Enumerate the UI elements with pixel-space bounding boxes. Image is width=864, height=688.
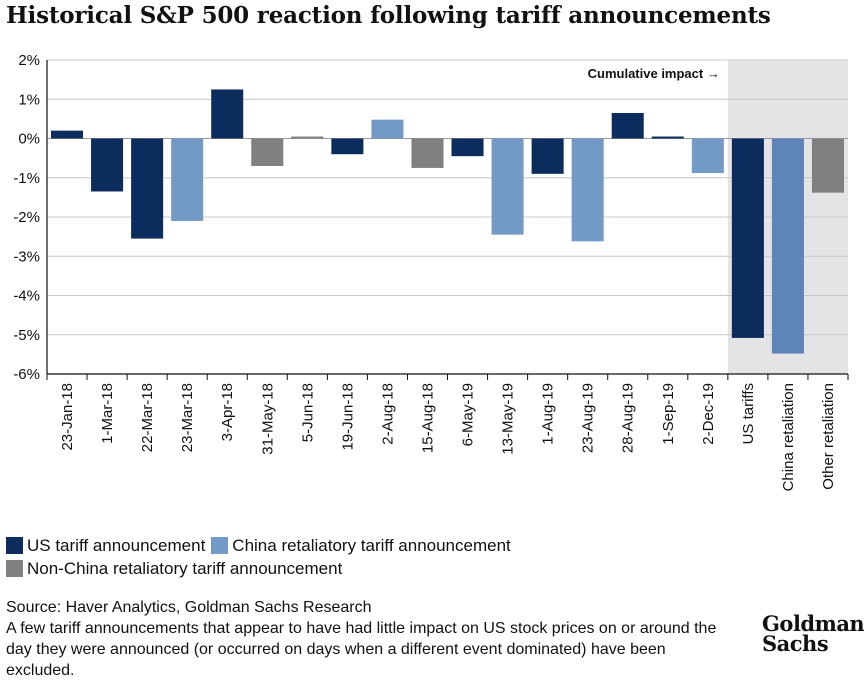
x-tick-label: 23-Aug-19: [580, 383, 597, 453]
bar-1-sep-19: [651, 136, 684, 139]
footnote-text: A few tariff announcements that appear t…: [6, 620, 717, 679]
x-tick-label: 23-Mar-18: [179, 383, 196, 452]
x-tick-label: 1-Sep-19: [660, 383, 677, 445]
y-tick-label: -4%: [13, 288, 40, 305]
legend-label-china: China retaliatory tariff announcement: [232, 536, 511, 555]
y-tick-label: 1%: [18, 91, 40, 108]
bar-china-retaliation: [771, 138, 804, 354]
x-tick-label: 6-May-19: [460, 383, 477, 446]
bar-28-aug-19: [611, 112, 644, 139]
x-tick-label: 2-Dec-19: [700, 383, 717, 445]
y-tick-label: -6%: [13, 366, 40, 383]
bar-3-apr-18: [211, 89, 244, 139]
y-tick-label: -3%: [13, 248, 40, 265]
chart-title: Historical S&P 500 reaction following ta…: [6, 2, 771, 29]
legend-label-us: US tariff announcement: [27, 536, 206, 555]
bar-23-jan-18: [51, 130, 84, 139]
legend-swatch-us: [6, 537, 23, 554]
x-tick-label: US tariffs: [740, 383, 757, 444]
y-tick-label: -1%: [13, 170, 40, 187]
x-tick-label: 28-Aug-19: [620, 383, 637, 453]
legend-row-1: US tariff announcement China retaliatory…: [6, 534, 517, 557]
x-tick-label: 31-May-18: [259, 383, 276, 455]
axis-layer: [46, 60, 849, 380]
logo-line-1: Goldman: [762, 611, 864, 636]
x-tick-label: 23-Jan-18: [59, 383, 76, 451]
bar-layer: [51, 89, 844, 354]
goldman-sachs-logo: Goldman Sachs: [762, 611, 864, 656]
legend-row-2: Non-China retaliatory tariff announcemen…: [6, 557, 517, 580]
bar-6-may-19: [451, 138, 484, 157]
legend-swatch-other: [6, 560, 23, 577]
legend-item-china: China retaliatory tariff announcement: [211, 534, 511, 557]
source-text: Source: Haver Analytics, Goldman Sachs R…: [6, 599, 372, 616]
x-tick-label: 3-Apr-18: [219, 383, 236, 441]
x-tick-label: China retaliation: [780, 383, 797, 491]
x-tick-label: Other retaliation: [820, 383, 837, 490]
bar-us-tariffs: [731, 138, 764, 338]
bar-1-mar-18: [91, 138, 124, 192]
x-tick-label: 1-Mar-18: [99, 383, 116, 444]
legend-item-us: US tariff announcement: [6, 534, 205, 557]
bar-15-aug-18: [411, 138, 444, 168]
x-tick-label: 1-Aug-19: [540, 383, 557, 445]
y-tick-label: -5%: [13, 327, 40, 344]
bar-2-dec-19: [691, 138, 724, 174]
bar-5-jun-18: [291, 136, 324, 139]
bar-23-mar-18: [171, 138, 204, 221]
y-tick-label: -2%: [13, 209, 40, 226]
y-tick-label: 2%: [18, 52, 40, 69]
legend-swatch-china: [211, 537, 229, 554]
label-layer: 2% 1% 0% -1% -2% -3% -4% -5% -6% 23-Jan-18 1-Mar-1…: [13, 52, 837, 491]
legend: US tariff announcement China retaliatory…: [6, 534, 517, 580]
legend-item-other: Non-China retaliatory tariff announcemen…: [6, 557, 342, 580]
bar-31-may-18: [251, 138, 284, 166]
bar-other-retaliation: [811, 138, 844, 193]
cumulative-impact-annotation: Cumulative impact →: [588, 66, 720, 81]
x-tick-label: 19-Jun-18: [339, 383, 356, 451]
bar-13-may-19: [491, 138, 524, 235]
x-tick-label: 22-Mar-18: [139, 383, 156, 452]
y-tick-label: 0%: [18, 131, 40, 148]
logo-line-2: Sachs: [762, 631, 829, 656]
x-tick-label: 2-Aug-18: [379, 383, 396, 445]
legend-label-other: Non-China retaliatory tariff announcemen…: [27, 559, 343, 578]
bar-1-aug-19: [531, 138, 564, 174]
bar-2-aug-18: [371, 119, 404, 139]
bar-chart: 2% 1% 0% -1% -2% -3% -4% -5% -6% 23-Jan-18 1-Mar-1…: [13, 52, 849, 491]
x-tick-label: 15-Aug-18: [419, 383, 436, 453]
footer: Source: Haver Analytics, Goldman Sachs R…: [6, 597, 726, 681]
bar-22-mar-18: [131, 138, 164, 239]
bar-23-aug-19: [571, 138, 604, 242]
x-tick-label: 13-May-19: [500, 383, 517, 455]
bar-19-jun-18: [331, 138, 364, 155]
x-tick-label: 5-Jun-18: [299, 383, 316, 442]
